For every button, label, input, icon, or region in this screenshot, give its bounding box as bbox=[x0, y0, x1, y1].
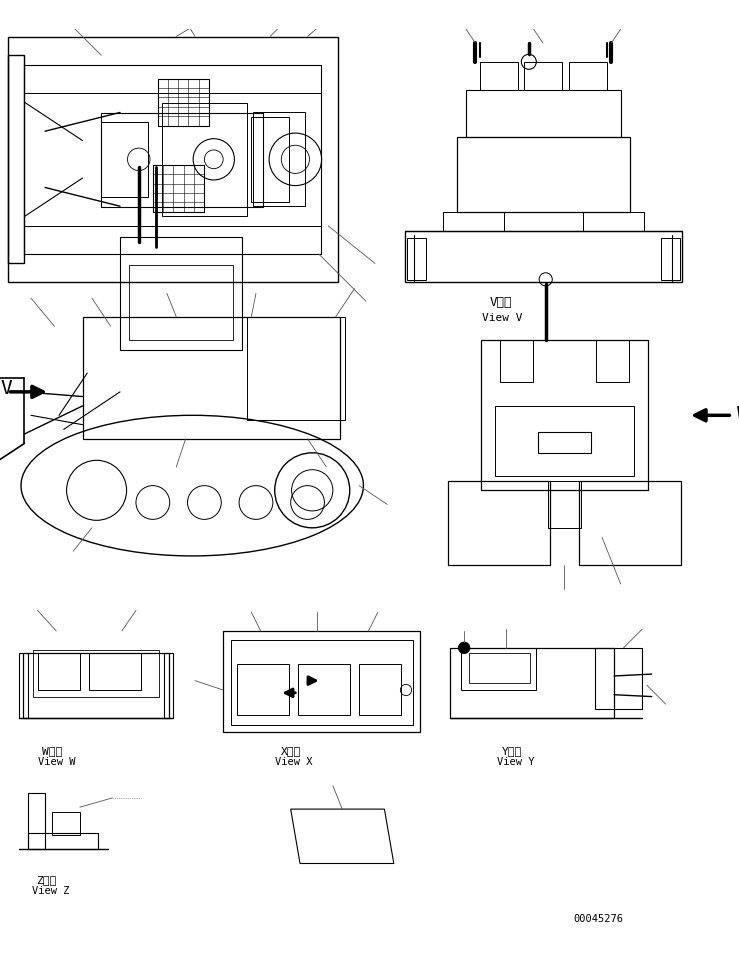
Text: View Y: View Y bbox=[497, 756, 534, 766]
Bar bbox=[469, 653, 530, 684]
Text: View V: View V bbox=[482, 312, 522, 322]
Bar bbox=[579, 481, 681, 566]
Bar bbox=[538, 432, 590, 454]
Bar bbox=[24, 227, 321, 255]
Bar bbox=[461, 648, 537, 690]
Text: View X: View X bbox=[275, 756, 312, 766]
Bar bbox=[24, 653, 168, 719]
Bar bbox=[162, 104, 247, 216]
Bar bbox=[7, 37, 338, 283]
Bar bbox=[480, 62, 517, 91]
Bar bbox=[548, 481, 582, 529]
Bar bbox=[164, 653, 174, 719]
Bar bbox=[661, 239, 680, 281]
Bar bbox=[129, 266, 233, 341]
Bar bbox=[596, 341, 629, 383]
Text: View W: View W bbox=[38, 756, 75, 766]
Bar bbox=[28, 832, 98, 850]
Bar bbox=[237, 664, 289, 716]
Bar bbox=[359, 664, 401, 716]
Bar bbox=[83, 317, 341, 439]
Bar bbox=[157, 80, 209, 127]
Bar bbox=[89, 653, 140, 690]
Bar bbox=[247, 317, 345, 421]
Bar bbox=[450, 648, 614, 719]
Bar bbox=[251, 118, 289, 203]
Bar bbox=[7, 56, 24, 264]
Text: V　視: V 視 bbox=[489, 296, 512, 309]
Bar bbox=[18, 653, 28, 719]
Bar bbox=[38, 653, 80, 690]
Bar bbox=[443, 212, 503, 232]
Bar bbox=[596, 648, 642, 709]
Bar bbox=[52, 812, 80, 835]
Bar bbox=[466, 91, 621, 137]
Bar bbox=[101, 123, 148, 198]
Text: Y　視: Y 視 bbox=[502, 745, 522, 755]
Text: W　視: W 視 bbox=[42, 745, 62, 755]
Bar bbox=[495, 407, 634, 477]
Text: X　視: X 視 bbox=[282, 745, 302, 755]
Text: Z　視: Z 視 bbox=[35, 875, 56, 884]
Bar bbox=[223, 631, 420, 732]
Bar bbox=[407, 239, 426, 281]
Text: View Z: View Z bbox=[32, 885, 69, 896]
Bar bbox=[24, 65, 321, 93]
Bar bbox=[569, 62, 607, 91]
Bar bbox=[448, 481, 551, 566]
Text: W: W bbox=[737, 405, 739, 424]
Bar bbox=[28, 794, 45, 850]
Bar bbox=[481, 341, 648, 491]
Text: 00045276: 00045276 bbox=[573, 914, 624, 924]
Bar bbox=[457, 137, 630, 212]
Bar bbox=[253, 113, 304, 207]
Bar bbox=[153, 166, 205, 212]
Bar bbox=[33, 650, 160, 697]
Bar bbox=[500, 341, 533, 383]
Bar bbox=[24, 65, 321, 255]
Bar bbox=[101, 114, 262, 208]
Bar bbox=[524, 62, 562, 91]
Bar bbox=[120, 238, 242, 351]
Text: V: V bbox=[0, 379, 12, 397]
Bar bbox=[231, 641, 412, 725]
Bar bbox=[298, 664, 350, 716]
Bar bbox=[405, 232, 681, 283]
Bar bbox=[583, 212, 644, 232]
Circle shape bbox=[458, 643, 470, 653]
